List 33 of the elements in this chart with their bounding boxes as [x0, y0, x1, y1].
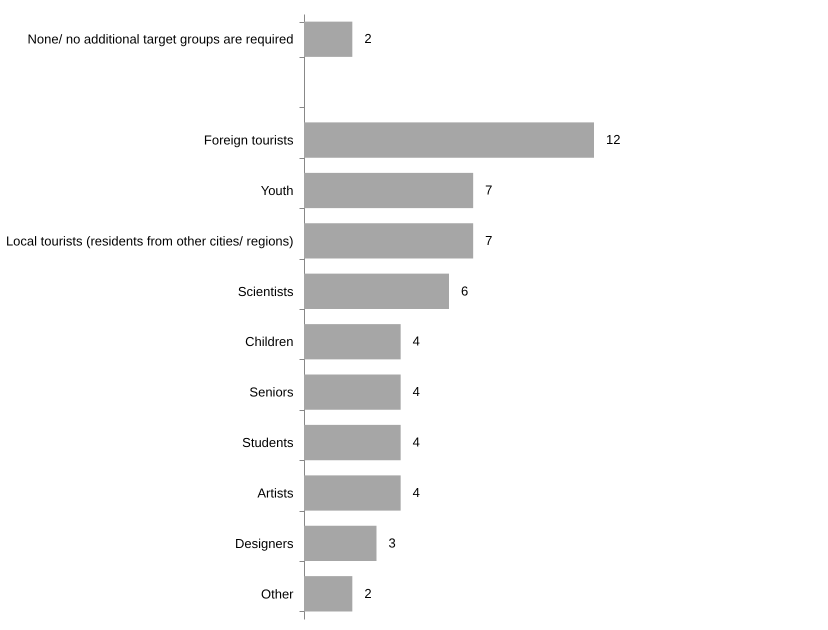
bar [304, 424, 401, 460]
data-label: 2 [364, 31, 372, 46]
y-tick-label: Scientists [238, 284, 294, 299]
bar [304, 475, 401, 511]
data-label: 6 [461, 283, 468, 298]
bar [304, 324, 401, 360]
bar [304, 172, 474, 208]
y-tick-label: Designers [234, 536, 294, 551]
data-label: 2 [364, 586, 372, 601]
data-label: 4 [412, 334, 420, 349]
bar [304, 576, 352, 612]
bar [304, 22, 352, 57]
y-tick-label: Seniors [249, 384, 294, 400]
data-label: 4 [412, 434, 420, 450]
y-tick-label: Students [242, 435, 294, 450]
data-label: 4 [412, 484, 420, 500]
y-tick-label: Children [245, 334, 294, 350]
y-tick-label: Youth [260, 182, 294, 198]
data-label: 7 [485, 182, 492, 198]
bar [304, 122, 594, 158]
bar [304, 526, 376, 562]
data-label: 7 [485, 232, 492, 248]
bar [304, 274, 449, 309]
data-label: 3 [388, 535, 396, 550]
y-tick-label: Artists [257, 485, 294, 500]
y-tick-label: Local tourists (residents from other cities/ regions) [6, 233, 294, 248]
data-label: 4 [412, 384, 420, 400]
y-tick-label: None/ no additional target groups are required [28, 32, 294, 47]
bar [304, 223, 474, 259]
y-tick-label: Other [260, 586, 294, 602]
data-label: 12 [606, 132, 620, 148]
bar [304, 374, 401, 410]
y-tick-label: Foreign tourists [204, 132, 294, 148]
